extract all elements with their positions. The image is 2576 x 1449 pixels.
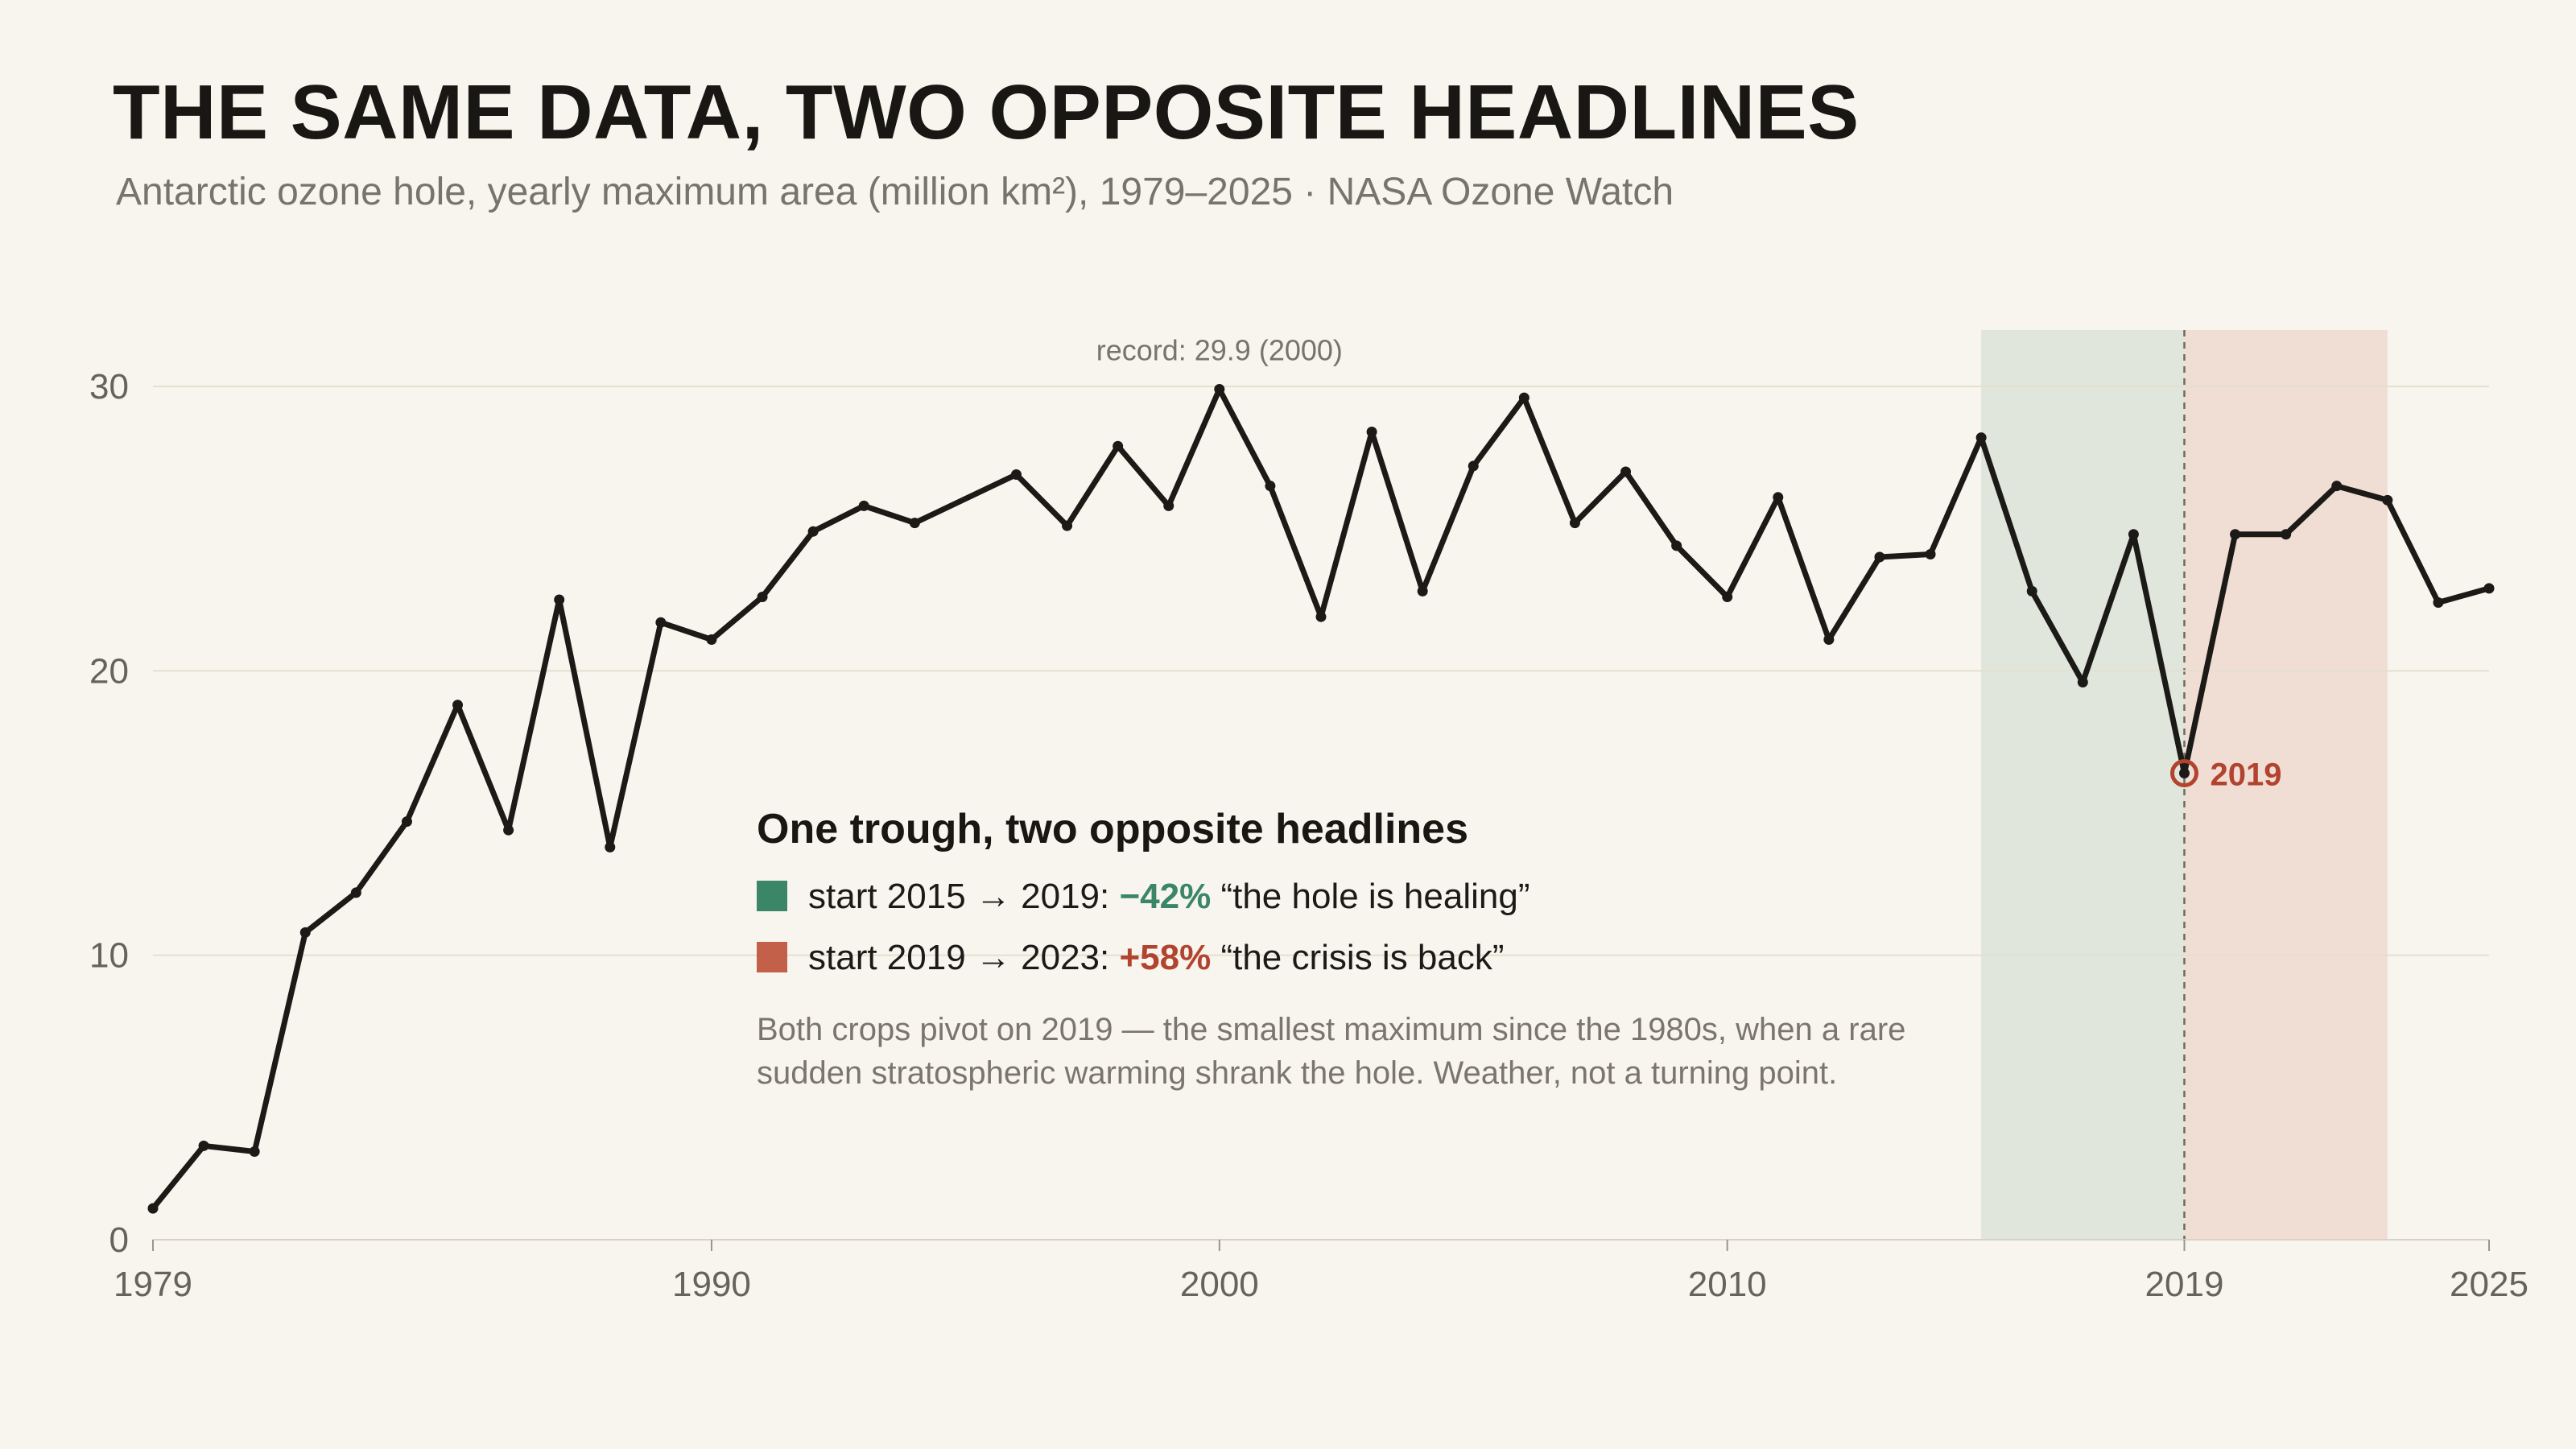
data-point-2023: [2382, 494, 2393, 506]
page-title: THE SAME DATA, TWO OPPOSITE HEADLINES: [113, 69, 1860, 155]
data-point-2022: [2331, 481, 2343, 492]
page-subtitle: Antarctic ozone hole, yearly maximum are…: [116, 171, 1674, 213]
data-point-1986: [503, 824, 514, 836]
row-crisis-prefix: start 2019 → 2023:: [808, 938, 1119, 977]
data-point-2008: [1620, 466, 1632, 477]
data-point-2007: [1569, 518, 1580, 529]
row-healing-change: −42%: [1119, 877, 1211, 916]
highlight-bands: [1981, 330, 2388, 1240]
data-point-2001: [1265, 481, 1276, 492]
row-healing-prefix: start 2015 → 2019:: [808, 877, 1119, 916]
x-tick-label-2000: 2000: [1180, 1265, 1259, 1304]
row-crisis-quote: “the crisis is back”: [1211, 938, 1504, 977]
data-point-2013: [1874, 551, 1885, 563]
data-point-1979: [147, 1203, 159, 1214]
record-annotation: record: 29.9 (2000): [1096, 334, 1343, 367]
row-crisis-change: +58%: [1119, 938, 1211, 977]
annotation-heading: One trough, two opposite headlines: [757, 806, 1468, 852]
gridlines: [153, 386, 2489, 1241]
data-point-1999: [1163, 500, 1174, 511]
data-point-1994: [909, 518, 920, 529]
data-point-1985: [452, 700, 464, 711]
series-line: [150, 386, 2492, 1212]
data-point-1981: [249, 1146, 260, 1157]
data-point-1998: [1113, 440, 1124, 452]
data-point-2011: [1773, 492, 1784, 503]
data-point-2017: [2077, 676, 2088, 687]
y-tick-label-10: 10: [89, 936, 129, 976]
data-point-2021: [2281, 529, 2292, 540]
legend-swatch-crisis: [757, 942, 787, 972]
data-point-1997: [1062, 520, 1073, 531]
y-axis-ticks: 0 10 20 30: [89, 367, 129, 1260]
x-tick-label-2010: 2010: [1688, 1265, 1767, 1304]
data-point-2000: [1214, 384, 1225, 395]
legend-swatch-healing: [757, 881, 787, 911]
data-point-2002: [1315, 611, 1327, 622]
pivot-label: 2019: [2210, 758, 2281, 793]
data-point-1990: [706, 634, 717, 645]
data-point-1989: [655, 617, 667, 628]
band-healing-2015-2019: [1981, 330, 2185, 1240]
data-point-2010: [1722, 591, 1733, 602]
y-tick-label-20: 20: [89, 651, 129, 691]
data-point-1980: [198, 1140, 209, 1151]
series-plot: 2019: [147, 384, 2495, 1214]
annotation-note-line-1: Both crops pivot on 2019 — the smallest …: [757, 1012, 1905, 1047]
row-healing-quote: “the hole is healing”: [1211, 877, 1530, 916]
data-point-1982: [299, 927, 311, 938]
band-crisis-2019-2023: [2184, 330, 2388, 1240]
data-point-2016: [2026, 585, 2037, 597]
data-point-1996: [1010, 469, 1022, 481]
data-point-2005: [1468, 460, 1479, 472]
data-point-1993: [858, 500, 869, 511]
data-point-1983: [350, 887, 361, 898]
data-point-2024: [2433, 597, 2444, 609]
annotation-row-crisis: start 2019 → 2023: +58% “the crisis is b…: [808, 938, 1505, 977]
data-point-2019: [2178, 768, 2190, 779]
data-point-2018: [2128, 529, 2139, 540]
x-tick-label-1979: 1979: [114, 1265, 192, 1304]
data-point-2009: [1671, 540, 1682, 551]
y-tick-label-0: 0: [109, 1220, 129, 1260]
data-point-2014: [1925, 548, 1936, 559]
data-point-2012: [1823, 634, 1835, 645]
annotation-row-healing: start 2015 → 2019: −42% “the hole is hea…: [808, 877, 1530, 916]
data-point-1987: [554, 594, 565, 605]
data-point-1984: [401, 816, 412, 828]
data-point-2006: [1518, 392, 1530, 403]
data-point-1991: [757, 591, 768, 602]
data-point-2015: [1975, 432, 1987, 444]
x-tick-label-1990: 1990: [672, 1265, 751, 1304]
y-tick-label-30: 30: [89, 367, 129, 407]
x-tick-label-2025: 2025: [2450, 1265, 2529, 1304]
data-point-2004: [1417, 585, 1428, 597]
data-point-2003: [1366, 427, 1377, 438]
x-axis-ticks: 1979 1990 2000 2010 2019 2025: [114, 1240, 2529, 1304]
annotation-note-line-2: sudden stratospheric warming shrank the …: [757, 1055, 1837, 1091]
x-tick-label-2019: 2019: [2145, 1265, 2224, 1304]
data-point-2025: [2483, 583, 2495, 594]
annotation-box: One trough, two opposite headlines start…: [757, 806, 1905, 1091]
data-point-2020: [2230, 529, 2241, 540]
pivot-marker: [2169, 759, 2198, 788]
data-point-1992: [807, 526, 819, 537]
data-point-1988: [605, 841, 616, 852]
